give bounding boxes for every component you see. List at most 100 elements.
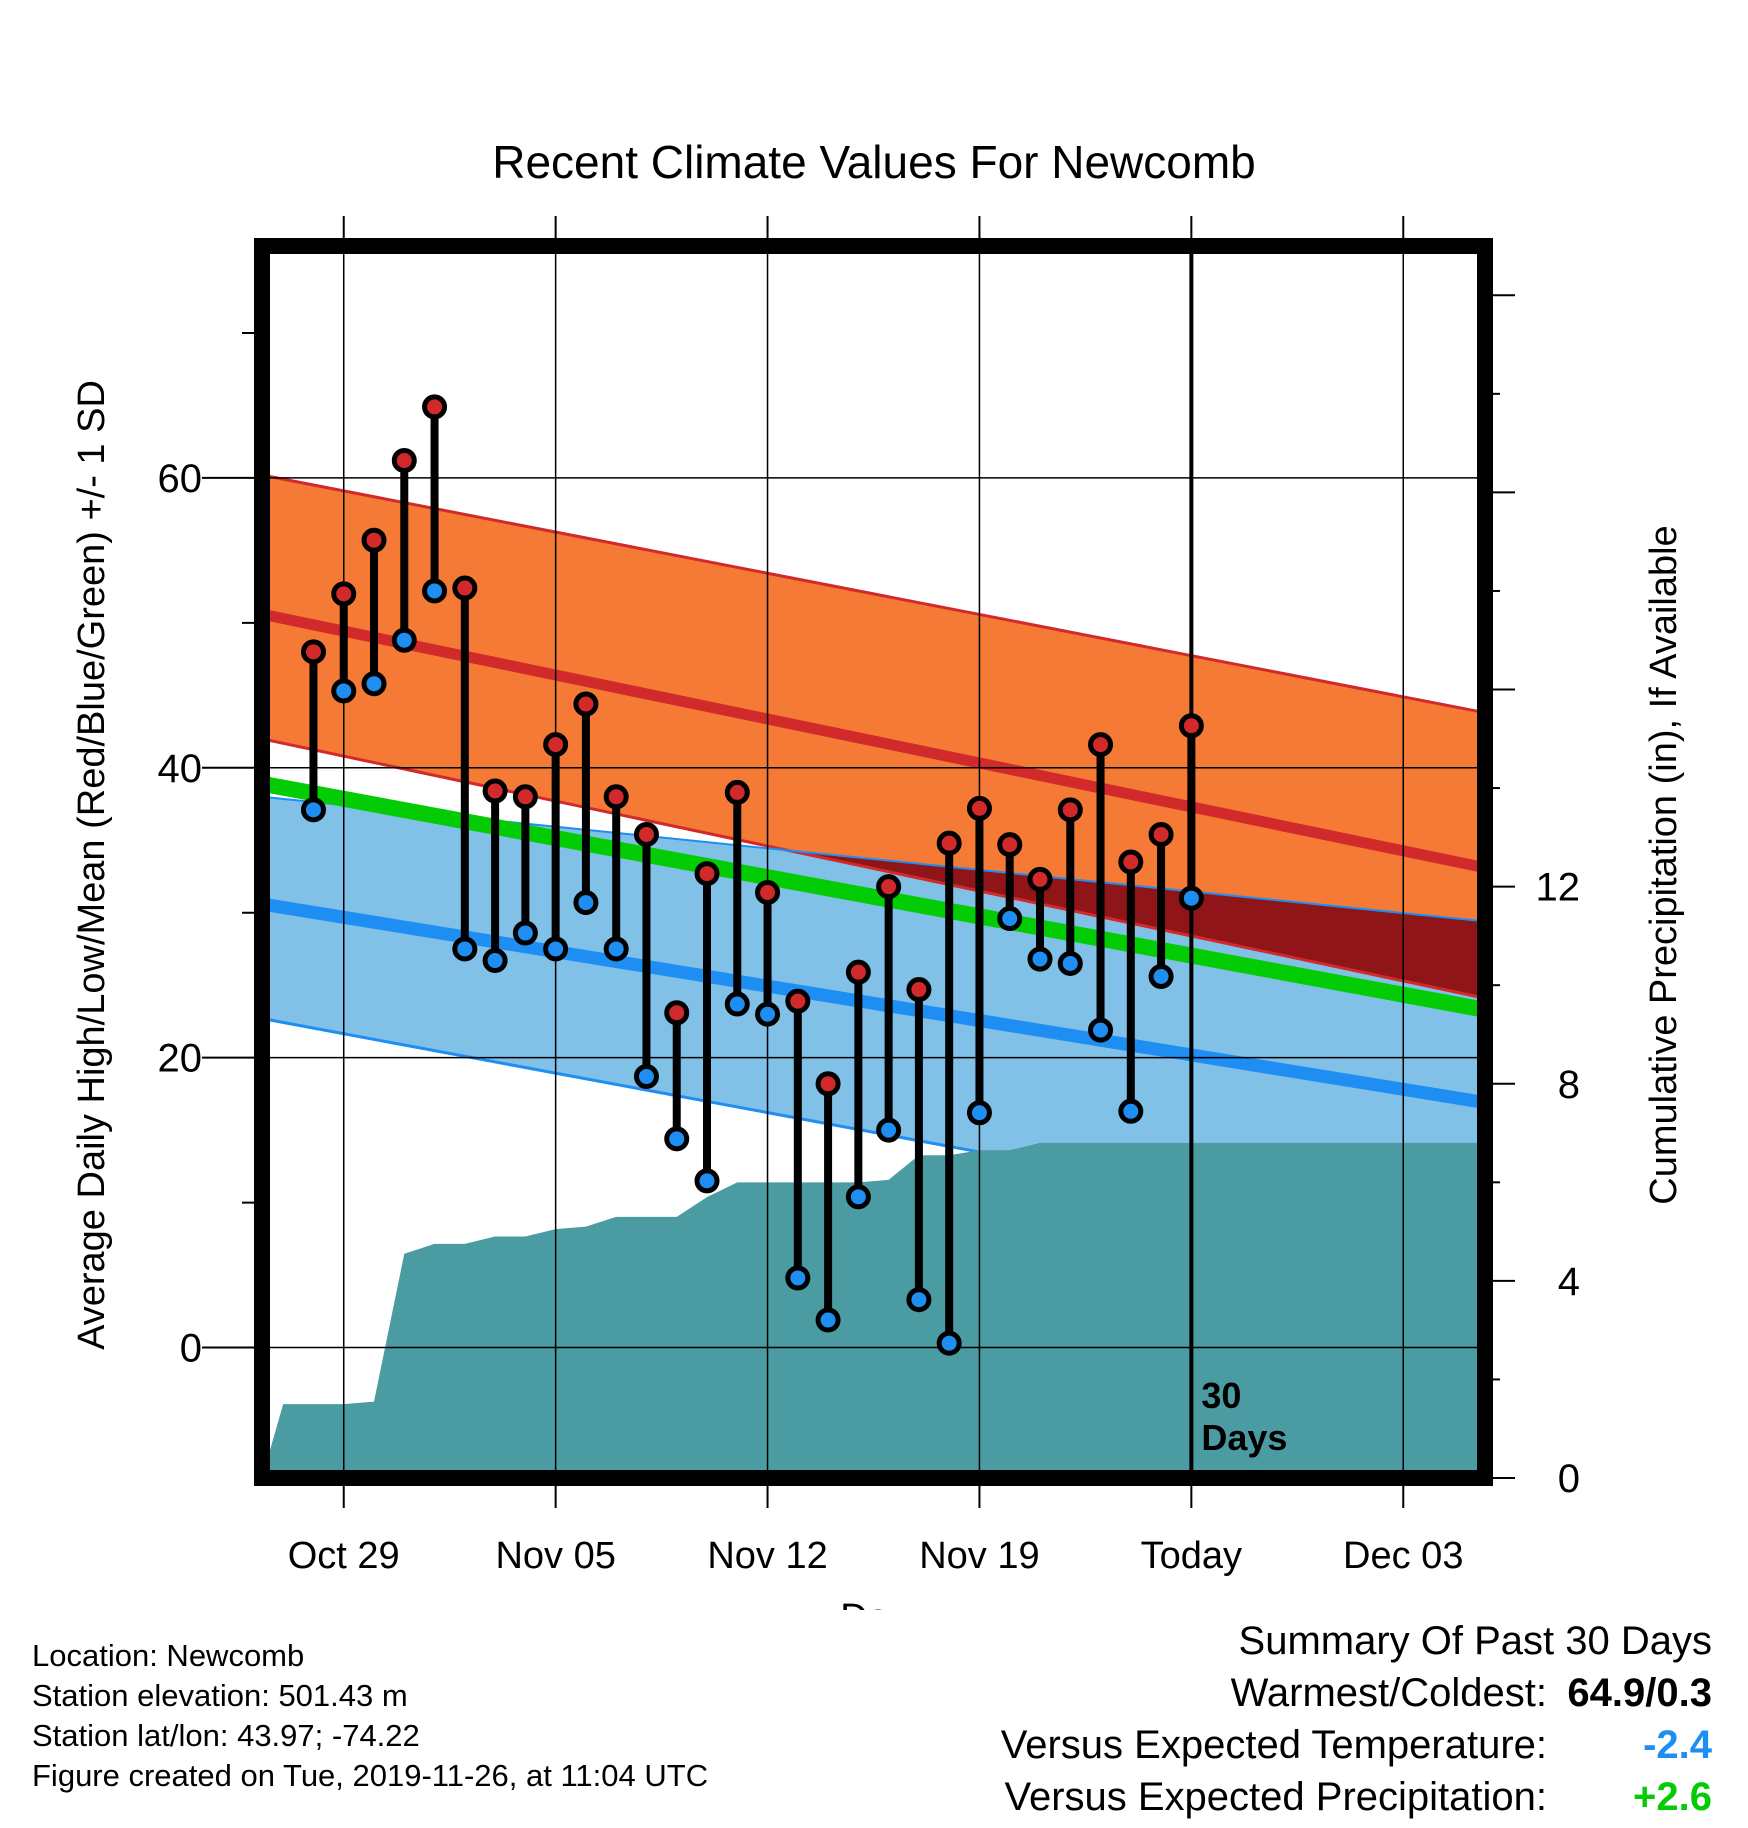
x-tick-label: Dec 03 (1343, 1535, 1463, 1577)
y-left-tick-label: 40 (158, 747, 203, 791)
daily-low-point (876, 1117, 902, 1143)
precip-anomaly-value: +2.6 (1633, 1775, 1712, 1819)
daily-low-point (1057, 950, 1083, 976)
x-tick-label: Today (1141, 1535, 1242, 1577)
created-text: Figure created on Tue, 2019-11-26, at 11… (32, 1758, 709, 1793)
today-days-label-line: Days (1201, 1417, 1287, 1458)
daily-high-point (633, 821, 659, 847)
daily-high-point (391, 448, 417, 474)
daily-high-point (906, 977, 932, 1003)
daily-high-point (543, 732, 569, 758)
daily-high-point (966, 795, 992, 821)
daily-high-point (331, 581, 357, 607)
summary-precip-row: Versus Expected Precipitation: +2.6 (812, 1771, 1712, 1823)
daily-high-point (300, 639, 326, 665)
x-tick-label: Nov 19 (919, 1535, 1039, 1577)
y-left-tick-label: 20 (158, 1037, 203, 1081)
daily-low-point (331, 678, 357, 704)
daily-high-point (936, 830, 962, 856)
x-tick-label: Nov 05 (495, 1535, 615, 1577)
high-sd-upper-edge (261, 473, 1486, 715)
station-info: Location: Newcomb Station elevation: 501… (32, 1636, 708, 1796)
summary-warmest-row: Warmest/Coldest: 64.9/0.3 (812, 1667, 1712, 1719)
daily-high-point (603, 784, 629, 810)
daily-low-point (1148, 964, 1174, 990)
summary-title: Summary Of Past 30 Days (1238, 1619, 1712, 1663)
daily-low-point (1118, 1098, 1144, 1124)
daily-low-point (512, 920, 538, 946)
daily-high-point (785, 988, 811, 1014)
plot-area: 30 Days (260, 246, 1487, 1478)
precip-anomaly-label: Versus Expected Precipitation: (1004, 1775, 1547, 1819)
daily-low-point (1027, 946, 1053, 972)
daily-high-point (997, 832, 1023, 858)
daily-low-point (724, 991, 750, 1017)
axes: Oct 29 Nov 05 Nov 12 Nov 19 Today Dec 0302040… (158, 216, 1581, 1577)
daily-high-point (422, 394, 448, 420)
summary-temp-row: Versus Expected Temperature: -2.4 (812, 1719, 1712, 1771)
y-axis-right-label: Cumulative Precipitation (in), If Availa… (1643, 525, 1685, 1204)
daily-low-point (815, 1307, 841, 1333)
daily-low-point (906, 1287, 932, 1313)
daily-high-point (512, 784, 538, 810)
daily-high-point (452, 575, 478, 601)
y-left-tick-label: 60 (158, 457, 203, 501)
daily-high-point (724, 779, 750, 805)
daily-low-point (1088, 1017, 1114, 1043)
daily-low-point (543, 936, 569, 962)
daily-high-point (482, 778, 508, 804)
y-axis-left-label: Average Daily High/Low/Mean (Red/Blue/Gr… (71, 380, 113, 1350)
daily-low-point (966, 1100, 992, 1126)
y-left-tick-label: 0 (180, 1327, 202, 1371)
daily-high-point (1027, 866, 1053, 892)
daily-high-point (1088, 732, 1114, 758)
elevation-text: Station elevation: 501.43 m (32, 1678, 408, 1713)
daily-low-point (391, 627, 417, 653)
x-axis-label: Day (840, 1597, 908, 1610)
warmest-value: 64.9/0.3 (1567, 1671, 1712, 1715)
x-tick-label: Nov 12 (707, 1535, 827, 1577)
daily-low-point (573, 890, 599, 916)
precipitation-area (262, 1142, 1485, 1478)
daily-low-point (422, 578, 448, 604)
x-tick-label: Oct 29 (288, 1535, 400, 1577)
daily-low-point (755, 1001, 781, 1027)
daily-high-point (694, 861, 720, 887)
daily-low-point (361, 671, 387, 697)
daily-high-point (664, 1000, 690, 1026)
daily-low-point (633, 1064, 659, 1090)
summary-panel: Summary Of Past 30 Days Warmest/Coldest:… (812, 1615, 1712, 1823)
y-right-tick-label: 12 (1536, 866, 1581, 910)
daily-high-point (845, 959, 871, 985)
warmest-label: Warmest/Coldest: (1230, 1671, 1547, 1715)
daily-high-point (755, 879, 781, 905)
daily-high-point (361, 527, 387, 553)
daily-high-point (876, 874, 902, 900)
latlon-text: Station lat/lon: 43.97; -74.22 (32, 1718, 420, 1753)
daily-low-point (452, 936, 478, 962)
daily-low-point (300, 797, 326, 823)
daily-low-point (603, 936, 629, 962)
plot-frame (254, 238, 1493, 1486)
daily-low-point (694, 1168, 720, 1194)
daily-low-point (664, 1126, 690, 1152)
daily-low-point (785, 1265, 811, 1291)
temp-anomaly-value: -2.4 (1643, 1723, 1712, 1767)
daily-high-point (1148, 821, 1174, 847)
y-right-tick-label: 8 (1558, 1063, 1580, 1107)
daily-low-point (1178, 885, 1204, 911)
today-days-label-line: 30 (1201, 1375, 1241, 1416)
daily-low-point (997, 906, 1023, 932)
chart-title: Recent Climate Values For Newcomb (492, 136, 1256, 188)
daily-high-point (1118, 849, 1144, 875)
today-days-label: 30 Days (1201, 1375, 1287, 1458)
y-right-tick-label: 4 (1558, 1260, 1580, 1304)
climate-chart: Recent Climate Values For Newcomb 30 Days… (71, 136, 1685, 1610)
daily-high-point (1057, 797, 1083, 823)
location-text: Location: Newcomb (32, 1638, 305, 1673)
daily-high-point (815, 1071, 841, 1097)
daily-low-point (845, 1184, 871, 1210)
daily-low-point (482, 948, 508, 974)
daily-high-point (573, 691, 599, 717)
y-right-tick-label: 0 (1558, 1457, 1580, 1501)
